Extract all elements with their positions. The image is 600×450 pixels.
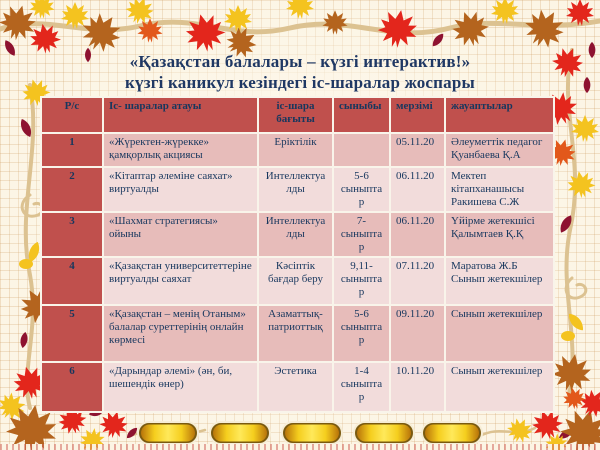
table-row: 5 «Қазақстан – менің Отаным» балалар сур… — [40, 304, 555, 363]
table-row: 6 «Дарындар әлемі» (ән, би, шешендік өне… — [40, 361, 555, 413]
table-row: 2 «Кітаптар әлеміне саяхат» виртуалды Ин… — [40, 166, 555, 213]
direction-cell: Еріктілік — [257, 132, 334, 168]
header-date: мерзімі — [389, 96, 446, 134]
header-direction: іс-шара бағыты — [257, 96, 334, 134]
responsible-cell: Мектеп кітапханашысы Ракишева С.Ж — [444, 166, 555, 213]
activity-name-cell: «Дарындар әлемі» (ән, би, шешендік өнер) — [102, 361, 259, 413]
activities-table: Р/с Іс- шаралар атауы іс-шара бағыты сын… — [40, 96, 555, 413]
direction-cell: Кәсіптік бағдар беру — [257, 256, 334, 306]
row-number-cell: 2 — [40, 166, 104, 213]
grade-cell: 5-6 сыныптар — [332, 304, 391, 363]
slide-title: «Қазақстан балалары – күзгі интерактив!»… — [18, 51, 582, 93]
gold-ribbon-ornaments — [137, 421, 483, 445]
direction-cell: Интеллектуалды — [257, 166, 334, 213]
date-cell: 06.11.20 — [389, 211, 446, 258]
grade-cell — [332, 132, 391, 168]
table-row: 1 «Жүректен-жүрекке» қамқорлық акциясы Е… — [40, 132, 555, 168]
grade-cell: 1-4 сыныптар — [332, 361, 391, 413]
table-row: 3 «Шахмат стратегиясы» ойыны Интеллектуа… — [40, 211, 555, 258]
activity-name-cell: «Қазақстан – менің Отаным» балалар сурет… — [102, 304, 259, 363]
title-line-1: «Қазақстан балалары – күзгі интерактив!» — [129, 52, 471, 71]
date-cell: 10.11.20 — [389, 361, 446, 413]
header-row-number: Р/с — [40, 96, 104, 134]
activity-name-cell: «Кітаптар әлеміне саяхат» виртуалды — [102, 166, 259, 213]
grade-cell: 5-6 сыныптар — [332, 166, 391, 213]
header-activity-name: Іс- шаралар атауы — [102, 96, 259, 134]
responsible-cell: Маратова Ж.Б Сынып жетекшілер — [444, 256, 555, 306]
date-cell: 09.11.20 — [389, 304, 446, 363]
row-number-cell: 5 — [40, 304, 104, 363]
direction-cell: Азаматтық- патриоттық — [257, 304, 334, 363]
date-cell: 07.11.20 — [389, 256, 446, 306]
activity-name-cell: «Жүректен-жүрекке» қамқорлық акциясы — [102, 132, 259, 168]
row-number-cell: 6 — [40, 361, 104, 413]
responsible-cell: Әлеуметтік педагог Қуанбаева Қ.А — [444, 132, 555, 168]
title-line-2: күзгі каникул кезіндегі іс-шаралар жоспа… — [125, 73, 475, 92]
direction-cell: Интеллектуалды — [257, 211, 334, 258]
grade-cell: 9,11- сыныптар — [332, 256, 391, 306]
date-cell: 05.11.20 — [389, 132, 446, 168]
table-row: 4 «Қазақстан университеттеріне виртуалды… — [40, 256, 555, 306]
responsible-cell: Сынып жетекшілер — [444, 361, 555, 413]
row-number-cell: 3 — [40, 211, 104, 258]
row-number-cell: 4 — [40, 256, 104, 306]
table-header-row: Р/с Іс- шаралар атауы іс-шара бағыты сын… — [40, 96, 555, 134]
direction-cell: Эстетика — [257, 361, 334, 413]
header-grade: сыныбы — [332, 96, 391, 134]
header-responsible: жауаптылар — [444, 96, 555, 134]
activity-name-cell: «Қазақстан университеттеріне виртуалды с… — [102, 256, 259, 306]
grade-cell: 7- сыныптар — [332, 211, 391, 258]
date-cell: 06.11.20 — [389, 166, 446, 213]
bottom-weave-border — [0, 444, 600, 450]
row-number-cell: 1 — [40, 132, 104, 168]
activity-name-cell: «Шахмат стратегиясы» ойыны — [102, 211, 259, 258]
responsible-cell: Сынып жетекшілер — [444, 304, 555, 363]
responsible-cell: Үйірме жетекшісі Қалымтаев Қ.Қ — [444, 211, 555, 258]
